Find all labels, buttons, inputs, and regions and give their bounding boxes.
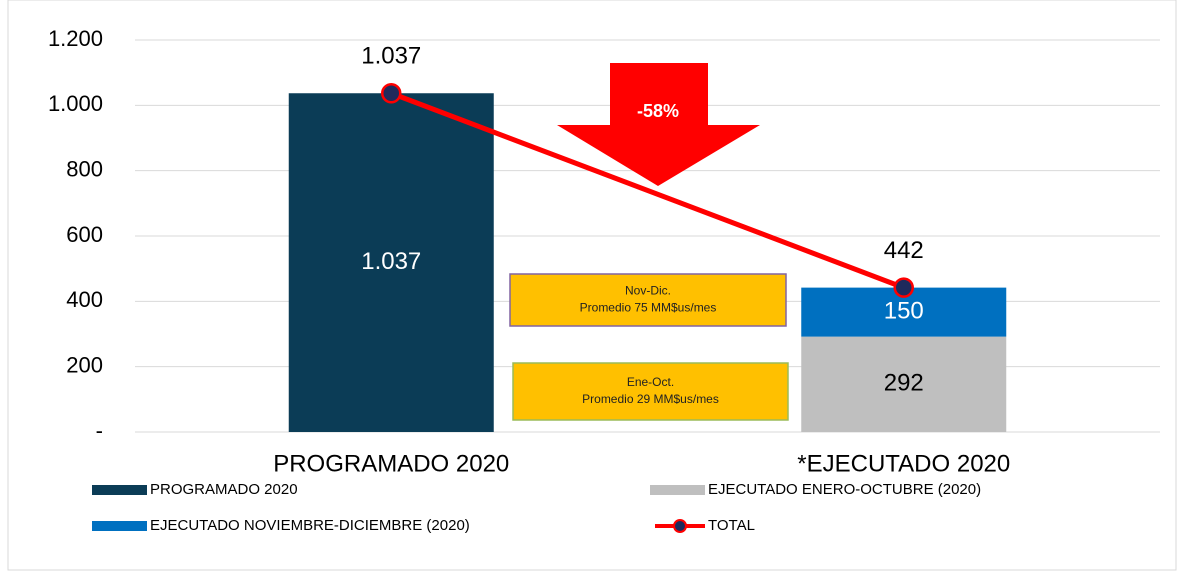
y-tick-label: - [96, 418, 103, 443]
y-tick-label: 1.000 [48, 91, 103, 116]
annotation: Ene-Oct. [627, 375, 674, 389]
data-label: 150 [884, 297, 924, 324]
legend-swatch [650, 485, 705, 495]
line [390, 90, 905, 290]
legend-swatch [92, 521, 147, 531]
x-tick-label: PROGRAMADO 2020 [273, 450, 509, 477]
bar-segment [801, 336, 1007, 432]
legend-label: TOTAL [708, 517, 755, 534]
annotation: Nov-Dic. [625, 284, 671, 298]
y-tick-label: 600 [66, 222, 103, 247]
legend-label: PROGRAMADO 2020 [150, 481, 298, 498]
legend-label: EJECUTADO ENERO-OCTUBRE (2020) [708, 481, 981, 498]
legend-swatch [92, 485, 147, 495]
y-tick-label: 800 [66, 156, 103, 181]
y-tick-label: 200 [66, 352, 103, 377]
annotation: Promedio 29 MM$us/mes [582, 392, 719, 406]
legend-marker [673, 519, 687, 533]
annotation: -58% [637, 101, 679, 121]
x-tick-label: *EJECUTADO 2020 [797, 450, 1010, 477]
annotation-box [512, 362, 789, 421]
arrow [557, 63, 760, 186]
data-label: 442 [884, 237, 924, 264]
y-tick-label: 400 [66, 287, 103, 312]
annotation-box [509, 273, 787, 327]
line-marker [893, 277, 914, 298]
data-label: 1.037 [361, 248, 421, 275]
data-label: 1.037 [361, 43, 421, 70]
annotation: Promedio 75 MM$us/mes [580, 301, 717, 315]
line-marker [381, 82, 402, 104]
y-tick-label: 1.200 [48, 26, 103, 51]
legend-label: EJECUTADO NOVIEMBRE-DICIEMBRE (2020) [150, 517, 470, 534]
data-label: 292 [884, 370, 924, 397]
bar-segment [288, 93, 494, 432]
